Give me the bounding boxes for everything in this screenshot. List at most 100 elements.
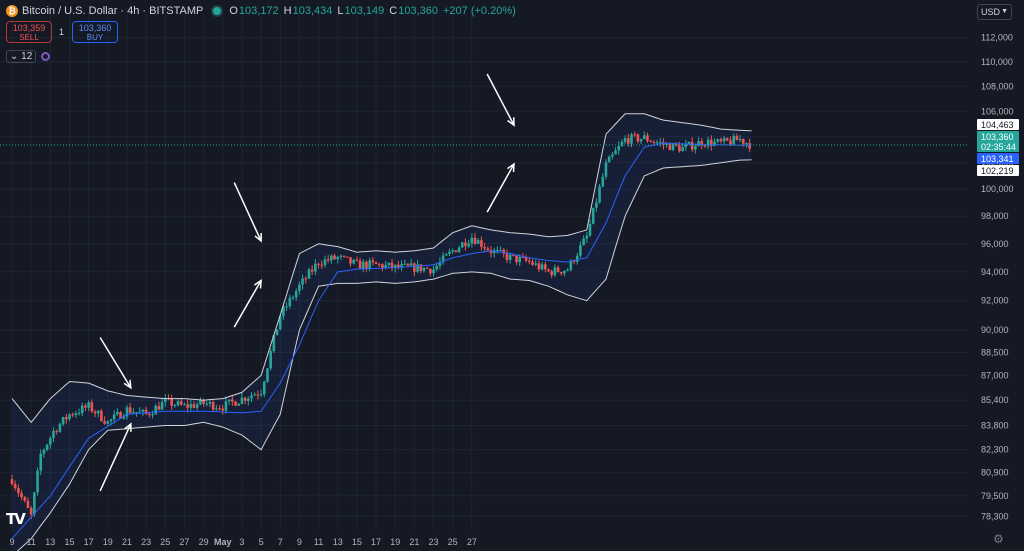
candle-body — [349, 257, 352, 264]
candle-body — [505, 253, 509, 260]
ohlc-low: 103,149 — [344, 5, 385, 17]
indicators-toggle[interactable]: ⌄ 12 — [6, 50, 51, 63]
time-tick-label: 19 — [390, 537, 400, 547]
bollinger-band-fill — [12, 113, 752, 551]
chart-header: ₿ Bitcoin / U.S. Dollar · 4h · BITSTAMP … — [6, 4, 521, 18]
sell-button[interactable]: 103,359 SELL — [6, 21, 52, 43]
price-tick-label: 106,000 — [981, 106, 1014, 116]
candle-body — [211, 401, 215, 410]
candle-body — [106, 421, 110, 424]
candle-body — [397, 264, 400, 268]
buy-button[interactable]: 103,360 BUY — [72, 21, 118, 43]
indicators-collapse-button[interactable]: ⌄ 12 — [6, 50, 37, 63]
candle-body — [690, 141, 694, 150]
candle-body — [310, 269, 314, 272]
candle-body — [163, 398, 167, 403]
candle-body — [448, 251, 451, 254]
candle-body — [26, 500, 30, 509]
candle-body — [697, 140, 700, 147]
candle-body — [601, 176, 605, 187]
indicator-settings-icon[interactable] — [41, 52, 51, 61]
price-tick-label: 87,000 — [981, 370, 1009, 380]
candle-body — [413, 263, 416, 272]
candle-body — [559, 271, 563, 274]
bollinger-lower-band — [16, 159, 752, 551]
price-tick-label: 108,000 — [981, 81, 1014, 91]
candle-body — [23, 497, 27, 501]
price-axis-label: 103,341 — [977, 153, 1019, 164]
candle-body — [250, 395, 253, 399]
time-tick-label: 27 — [467, 537, 477, 547]
candle-body — [713, 141, 716, 146]
price-axis-label-box — [977, 131, 1019, 152]
price-tick-label: 90,000 — [981, 325, 1009, 335]
arrow-head — [507, 117, 515, 127]
candle-body — [266, 368, 269, 382]
candle-body — [218, 408, 221, 410]
candle-body — [658, 142, 662, 144]
candle-body — [655, 142, 659, 144]
candle-body — [33, 492, 36, 515]
time-tick-label: 7 — [278, 537, 283, 547]
candle-body — [278, 316, 282, 330]
candle-body — [272, 335, 276, 352]
candle-body — [636, 134, 640, 142]
candle-body — [179, 401, 183, 405]
candle-body — [665, 143, 668, 145]
symbol-title[interactable]: Bitcoin / U.S. Dollar · 4h · BITSTAMP — [22, 5, 204, 17]
candle-body — [87, 402, 90, 408]
price-axis-label-text: 103,341 — [981, 154, 1014, 164]
bollinger-upper-band — [11, 113, 752, 424]
sell-price: 103,359 — [12, 23, 46, 33]
annotation-arrows — [99, 73, 515, 492]
currency-value: USD — [981, 7, 1001, 17]
time-tick-label: 19 — [103, 537, 113, 547]
candle-body — [566, 270, 569, 272]
ohlc-open-key: O — [229, 5, 238, 17]
price-tick-label: 112,000 — [981, 33, 1013, 43]
candle-body — [285, 306, 288, 308]
price-tick-label: 79,500 — [981, 491, 1009, 501]
candle-body — [141, 409, 145, 412]
time-tick-label: 5 — [259, 537, 264, 547]
ohlc-open: 103,172 — [238, 5, 279, 17]
candle-body — [550, 271, 553, 276]
candle-body — [262, 381, 266, 395]
candle-body — [627, 138, 630, 144]
candle-body — [199, 399, 202, 405]
time-tick-label: 3 — [239, 537, 244, 547]
gear-icon[interactable]: ⚙ — [993, 532, 1004, 546]
candle-body — [170, 398, 173, 406]
candle-body — [502, 249, 506, 254]
price-tick-label: 94,000 — [981, 267, 1009, 277]
candle-body — [330, 255, 333, 261]
candle-body — [748, 143, 751, 149]
price-tick-label: 110,000 — [981, 57, 1013, 67]
time-tick-label: 21 — [122, 537, 132, 547]
candle-body — [470, 237, 474, 244]
price-axis[interactable]: 112,000110,000108,000106,000104,000102,0… — [968, 0, 1024, 551]
candle-body — [301, 278, 304, 285]
candle-body — [473, 237, 477, 244]
candle-body — [361, 261, 365, 269]
candle-body — [68, 414, 71, 420]
time-tick-label: 23 — [429, 537, 439, 547]
bitcoin-icon: ₿ — [6, 5, 18, 17]
candle-body — [489, 250, 493, 254]
time-tick-label: 9 — [297, 537, 302, 547]
candle-body — [13, 484, 17, 489]
candle-body — [588, 223, 592, 236]
currency-select[interactable]: USD ▼ — [977, 4, 1012, 20]
candle-body — [419, 264, 423, 272]
candle-body — [528, 260, 531, 262]
candle-body — [320, 264, 324, 266]
market-status-icon[interactable] — [213, 7, 222, 15]
candle-body — [454, 250, 458, 253]
order-quantity[interactable]: 1 — [59, 27, 65, 37]
time-axis[interactable]: 9 11 13 15 17 19 21 23 25 27 29 May 3 5 7 9 11 13 15 17 19 21… — [9, 537, 476, 547]
candle-body — [84, 405, 87, 408]
candle-body — [234, 401, 237, 406]
